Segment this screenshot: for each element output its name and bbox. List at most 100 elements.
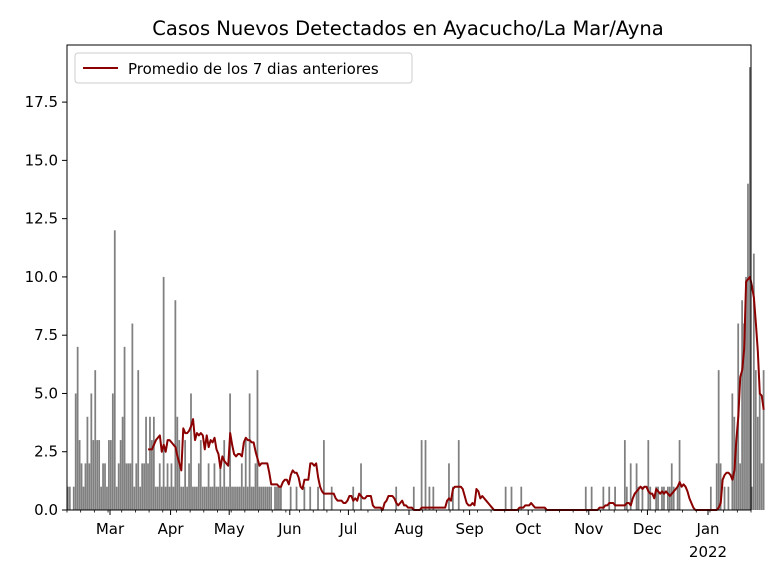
bar bbox=[323, 440, 325, 510]
bar bbox=[143, 463, 145, 510]
x-tick-label: Oct bbox=[515, 520, 541, 538]
bar bbox=[137, 370, 140, 510]
bar bbox=[715, 463, 718, 510]
bar bbox=[663, 486, 665, 510]
bar bbox=[723, 486, 726, 510]
legend: Promedio de los 7 dias anteriores bbox=[74, 52, 413, 84]
bar bbox=[510, 486, 513, 510]
bar bbox=[219, 463, 222, 510]
bar bbox=[420, 440, 423, 510]
legend-label: Promedio de los 7 dias anteriores bbox=[128, 60, 379, 78]
bar bbox=[90, 393, 93, 510]
bar bbox=[749, 67, 751, 510]
bar bbox=[67, 486, 69, 510]
bar bbox=[186, 486, 188, 510]
bar bbox=[195, 486, 198, 510]
bar bbox=[197, 463, 200, 510]
bar bbox=[762, 370, 765, 510]
y-tick-label: 7.5 bbox=[34, 326, 58, 344]
bar bbox=[709, 486, 712, 510]
bar bbox=[256, 370, 259, 510]
bar bbox=[147, 463, 149, 510]
y-tick-label: 10.0 bbox=[25, 268, 58, 286]
bar bbox=[731, 393, 734, 510]
bar bbox=[139, 486, 142, 510]
bar bbox=[111, 393, 114, 510]
y-tick-label: 5.0 bbox=[34, 384, 58, 402]
bar bbox=[641, 486, 644, 510]
bar bbox=[432, 486, 435, 510]
bar bbox=[672, 486, 675, 510]
bar bbox=[190, 393, 192, 510]
bar bbox=[184, 440, 187, 510]
bar bbox=[756, 416, 759, 510]
bar bbox=[205, 486, 208, 510]
bar bbox=[201, 486, 204, 510]
bar bbox=[156, 486, 159, 510]
bar bbox=[100, 486, 102, 510]
x-tick-label: Apr bbox=[158, 520, 185, 538]
bar bbox=[260, 486, 263, 510]
bar bbox=[741, 300, 743, 510]
bar bbox=[104, 463, 106, 510]
bar bbox=[133, 486, 136, 510]
bar bbox=[149, 416, 151, 510]
bar bbox=[92, 440, 95, 510]
bar bbox=[752, 253, 755, 511]
bar bbox=[661, 486, 663, 510]
bar bbox=[231, 486, 233, 510]
y-tick-label: 15.0 bbox=[25, 151, 58, 169]
bar bbox=[152, 416, 155, 510]
y-tick-label: 17.5 bbox=[25, 93, 58, 111]
bar bbox=[102, 463, 104, 510]
bar bbox=[428, 486, 431, 510]
bar bbox=[121, 416, 124, 510]
bar bbox=[145, 416, 147, 510]
bar bbox=[233, 486, 235, 510]
bar bbox=[94, 370, 97, 510]
bar bbox=[330, 486, 333, 510]
bar bbox=[666, 486, 669, 510]
bar-series bbox=[67, 67, 765, 511]
bar bbox=[211, 486, 214, 510]
bar bbox=[590, 486, 593, 510]
bar bbox=[264, 486, 267, 510]
bar bbox=[747, 183, 749, 510]
bar bbox=[395, 486, 398, 510]
bar bbox=[229, 393, 231, 510]
bar bbox=[280, 486, 282, 510]
bar bbox=[68, 486, 71, 510]
bar bbox=[745, 276, 747, 510]
bar bbox=[168, 486, 171, 510]
bar bbox=[274, 486, 276, 510]
bar bbox=[252, 486, 255, 510]
average-line bbox=[148, 275, 765, 511]
bar bbox=[117, 463, 120, 510]
bar bbox=[295, 486, 298, 510]
x-tick-label: Dec bbox=[633, 520, 662, 538]
bar bbox=[751, 486, 753, 510]
bar bbox=[203, 486, 206, 510]
bar bbox=[209, 486, 212, 510]
bar bbox=[676, 486, 679, 510]
bar bbox=[278, 486, 280, 510]
bar bbox=[82, 486, 85, 510]
bar bbox=[227, 486, 230, 510]
bar bbox=[74, 393, 77, 510]
bar bbox=[160, 486, 163, 510]
bar bbox=[520, 486, 523, 510]
x-tick-label: Jun bbox=[277, 520, 301, 538]
bar bbox=[668, 486, 671, 510]
bar bbox=[270, 486, 273, 510]
bar bbox=[164, 486, 167, 510]
bar bbox=[629, 463, 632, 510]
bar bbox=[670, 463, 673, 510]
bar bbox=[637, 486, 640, 510]
bar bbox=[207, 463, 210, 510]
bar bbox=[727, 486, 730, 510]
bar bbox=[237, 486, 239, 510]
bar bbox=[276, 486, 278, 510]
bar bbox=[649, 486, 652, 510]
y-tick-label: 0.0 bbox=[34, 501, 58, 519]
